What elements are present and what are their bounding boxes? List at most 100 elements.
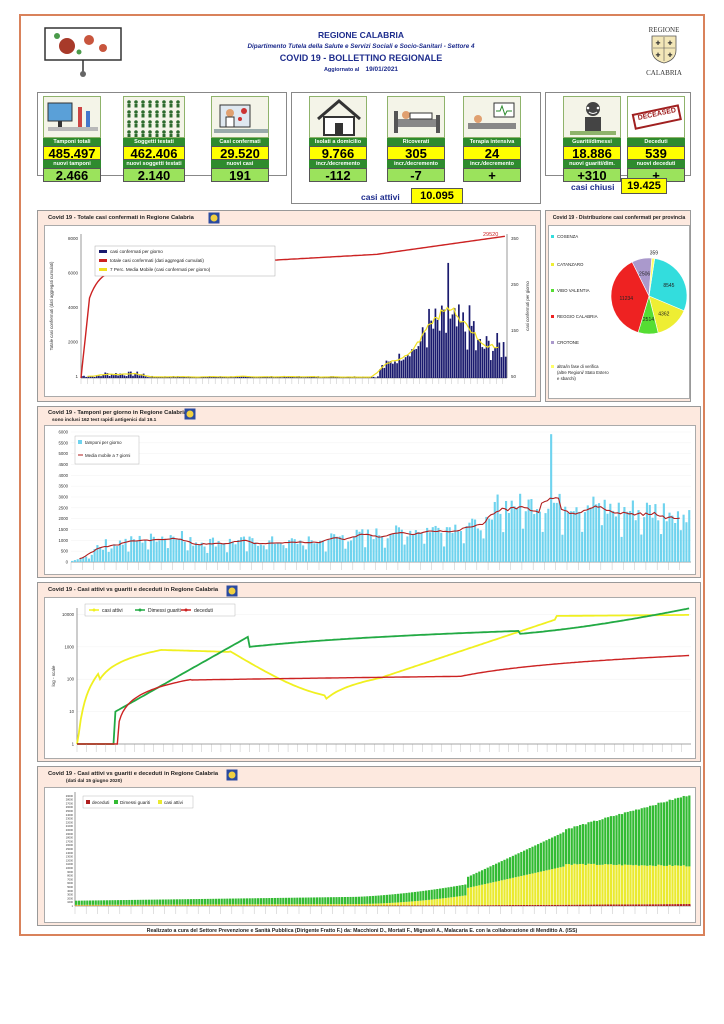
bar-tests bbox=[279, 543, 282, 562]
bar-active bbox=[257, 904, 260, 906]
bar-tests bbox=[87, 558, 91, 562]
panel3-chart-area: 10000 1000 100 10 1 log - scale casi attivi Dim… bbox=[44, 597, 696, 759]
bar-daily-cases bbox=[236, 376, 239, 378]
bar-active bbox=[103, 904, 106, 906]
y-tick: 8000 bbox=[67, 874, 73, 878]
bar-active bbox=[226, 904, 229, 906]
kpi-soggetti-value: 462.406 bbox=[123, 146, 185, 161]
bar-tests bbox=[99, 546, 102, 562]
bar-deceased bbox=[629, 904, 632, 906]
bar-active bbox=[111, 904, 114, 906]
bar-daily-cases bbox=[227, 377, 230, 378]
bar-tests bbox=[135, 541, 138, 562]
bar-recovered bbox=[486, 867, 489, 884]
bar-daily-cases bbox=[104, 372, 107, 378]
chart3-legend: casi attivi Dimessi guariti deceduti bbox=[84, 603, 236, 617]
bar-active bbox=[77, 904, 81, 906]
bar-tests bbox=[448, 527, 451, 562]
bar-active bbox=[187, 904, 190, 906]
y-tick: 5500 bbox=[58, 440, 68, 445]
bar-tests bbox=[141, 542, 144, 562]
bar-tests bbox=[383, 547, 386, 562]
kpi-confermati: Casi confermati 29.520 nuovi casi 191 bbox=[211, 96, 269, 183]
bar-tests bbox=[341, 535, 344, 562]
bar-daily-cases bbox=[161, 377, 164, 378]
bar-daily-cases bbox=[149, 377, 151, 378]
pie-legend-swatch bbox=[551, 341, 554, 344]
bar-tests bbox=[85, 556, 88, 562]
bar-tests bbox=[685, 522, 688, 562]
bar-tests bbox=[581, 531, 584, 562]
bar-deceased bbox=[584, 904, 587, 906]
bar-recovered bbox=[310, 897, 313, 905]
bar-deceased bbox=[517, 905, 520, 906]
bar-deceased bbox=[651, 904, 655, 906]
bar-active bbox=[271, 904, 274, 906]
bar-daily-cases bbox=[123, 375, 126, 378]
bar-tests bbox=[544, 513, 547, 562]
bar-recovered bbox=[439, 888, 442, 899]
bar-recovered bbox=[651, 805, 655, 866]
y-tick: 3000 bbox=[67, 893, 73, 897]
bar-tests bbox=[662, 503, 665, 562]
bar-active bbox=[220, 904, 223, 906]
bar-recovered bbox=[654, 805, 657, 867]
bar-tests bbox=[417, 532, 420, 562]
bar-active bbox=[534, 872, 537, 905]
bar-recovered bbox=[643, 807, 646, 866]
bar-tests bbox=[155, 541, 158, 562]
bar-daily-cases bbox=[198, 377, 200, 378]
bar-active bbox=[643, 865, 646, 905]
bar-tests bbox=[586, 505, 589, 562]
bar-active bbox=[397, 902, 400, 906]
bar-deceased bbox=[461, 905, 464, 906]
bar-tests bbox=[533, 514, 536, 562]
bar-recovered bbox=[150, 899, 153, 905]
bar-recovered bbox=[629, 811, 632, 865]
bar-recovered bbox=[433, 889, 436, 900]
bar-recovered bbox=[262, 898, 265, 905]
casi-attivi-label: casi attivi bbox=[361, 192, 400, 202]
bar-deceased bbox=[545, 904, 548, 906]
bar-recovered bbox=[83, 900, 86, 905]
bar-recovered bbox=[562, 832, 565, 867]
bar-active bbox=[335, 904, 338, 906]
bar-daily-cases bbox=[430, 320, 433, 378]
bar-recovered bbox=[492, 865, 495, 883]
bar-deceased bbox=[458, 905, 461, 906]
bar-active bbox=[523, 875, 526, 905]
bar-recovered bbox=[276, 897, 279, 905]
bar-recovered bbox=[164, 899, 167, 905]
bar-recovered bbox=[419, 891, 422, 901]
bar-active bbox=[598, 864, 601, 905]
bar-active bbox=[371, 903, 375, 906]
bar-tests bbox=[147, 549, 150, 562]
bar-daily-cases bbox=[291, 376, 294, 378]
bar-recovered bbox=[377, 895, 380, 904]
bar-recovered bbox=[472, 874, 475, 887]
bar-active bbox=[562, 866, 565, 905]
bar-deceased bbox=[388, 905, 391, 906]
bar-active bbox=[273, 904, 277, 906]
bar-tests bbox=[530, 499, 533, 562]
bar-tests bbox=[598, 503, 601, 562]
bar-deceased bbox=[531, 904, 534, 906]
bar-active bbox=[551, 869, 554, 905]
bar-tests bbox=[567, 512, 570, 562]
bar-recovered bbox=[170, 899, 173, 905]
bar-daily-cases bbox=[455, 326, 458, 378]
bar-deceased bbox=[570, 904, 573, 906]
bar-tests bbox=[104, 539, 107, 562]
bar-recovered bbox=[523, 850, 526, 876]
bar-tests bbox=[547, 508, 550, 562]
bar-active bbox=[626, 864, 629, 905]
bar-recovered bbox=[223, 898, 226, 905]
bar-active bbox=[441, 898, 445, 906]
bar-daily-cases bbox=[268, 377, 271, 378]
bar-tests bbox=[606, 513, 609, 562]
y-tick: 25000 bbox=[66, 809, 74, 813]
bar-tests bbox=[640, 534, 643, 562]
bar-recovered bbox=[248, 898, 251, 905]
y-tick: 100 bbox=[67, 677, 75, 682]
bar-tests bbox=[130, 536, 133, 562]
